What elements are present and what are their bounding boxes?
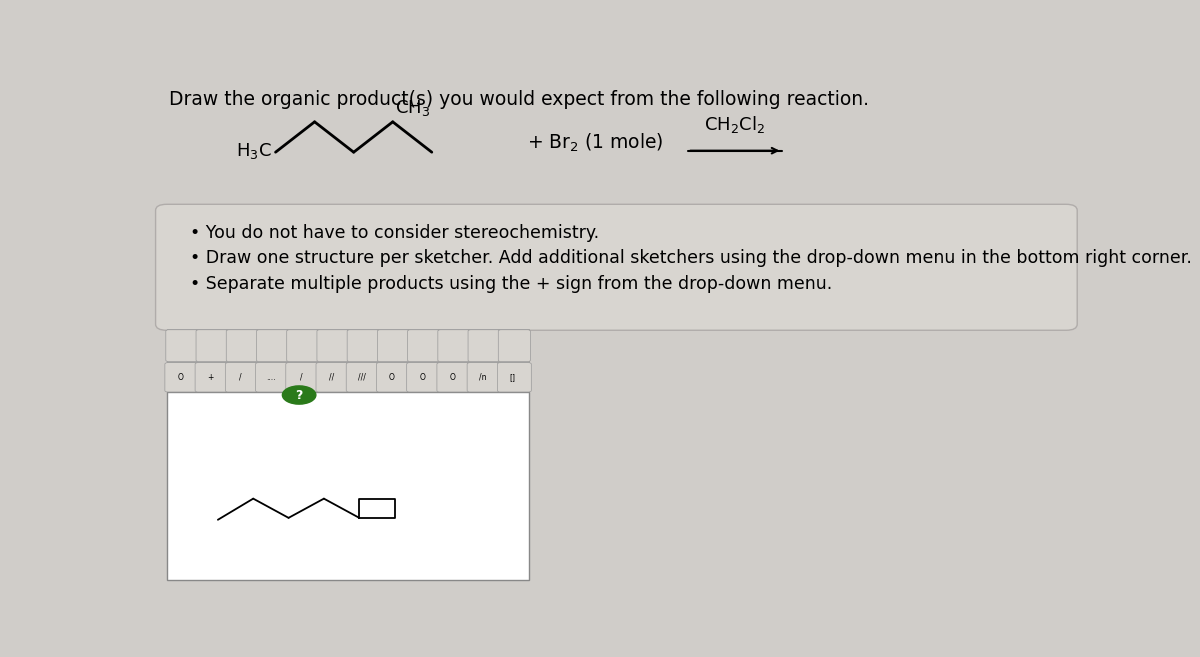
Bar: [167, 329, 529, 362]
Text: CH$_3$: CH$_3$: [395, 98, 430, 118]
FancyBboxPatch shape: [467, 363, 502, 392]
Text: ....: ....: [266, 373, 276, 382]
Bar: [167, 329, 529, 579]
FancyBboxPatch shape: [196, 330, 228, 361]
FancyBboxPatch shape: [316, 363, 350, 392]
FancyBboxPatch shape: [438, 330, 470, 361]
Text: []: []: [510, 373, 516, 382]
FancyBboxPatch shape: [156, 204, 1078, 330]
FancyBboxPatch shape: [257, 330, 288, 361]
FancyBboxPatch shape: [166, 330, 198, 361]
FancyBboxPatch shape: [377, 363, 410, 392]
Text: • Draw one structure per sketcher. Add additional sketchers using the drop-down : • Draw one structure per sketcher. Add a…: [190, 250, 1192, 267]
Text: +: +: [208, 373, 214, 382]
FancyBboxPatch shape: [377, 330, 409, 361]
Text: //: //: [329, 373, 334, 382]
FancyBboxPatch shape: [196, 363, 229, 392]
FancyBboxPatch shape: [286, 363, 319, 392]
Text: O: O: [389, 373, 395, 382]
Text: O: O: [450, 373, 455, 382]
Text: H$_3$C: H$_3$C: [236, 141, 272, 161]
FancyBboxPatch shape: [287, 330, 319, 361]
FancyBboxPatch shape: [407, 363, 440, 392]
FancyBboxPatch shape: [498, 330, 530, 361]
FancyBboxPatch shape: [256, 363, 289, 392]
Text: • You do not have to consider stereochemistry.: • You do not have to consider stereochem…: [190, 224, 599, 242]
Text: O: O: [178, 373, 184, 382]
Text: O: O: [419, 373, 425, 382]
Text: /: /: [300, 373, 302, 382]
Text: /: /: [240, 373, 242, 382]
FancyBboxPatch shape: [164, 363, 199, 392]
Text: /n: /n: [479, 373, 486, 382]
FancyBboxPatch shape: [317, 330, 349, 361]
FancyBboxPatch shape: [437, 363, 470, 392]
Text: ///: ///: [358, 373, 366, 382]
FancyBboxPatch shape: [408, 330, 439, 361]
Bar: [167, 392, 529, 579]
Text: Draw the organic product(s) you would expect from the following reaction.: Draw the organic product(s) you would ex…: [168, 90, 869, 109]
Text: • Separate multiple products using the + sign from the drop-down menu.: • Separate multiple products using the +…: [190, 275, 833, 293]
Bar: [167, 362, 529, 392]
Text: CH$_2$Cl$_2$: CH$_2$Cl$_2$: [704, 114, 766, 135]
Text: + Br$_2$ (1 mole): + Br$_2$ (1 mole): [527, 132, 664, 154]
FancyBboxPatch shape: [226, 363, 259, 392]
FancyBboxPatch shape: [227, 330, 258, 361]
Circle shape: [282, 386, 316, 404]
FancyBboxPatch shape: [468, 330, 500, 361]
FancyBboxPatch shape: [347, 330, 379, 361]
FancyBboxPatch shape: [497, 363, 532, 392]
Text: ?: ?: [295, 388, 302, 401]
FancyBboxPatch shape: [347, 363, 380, 392]
